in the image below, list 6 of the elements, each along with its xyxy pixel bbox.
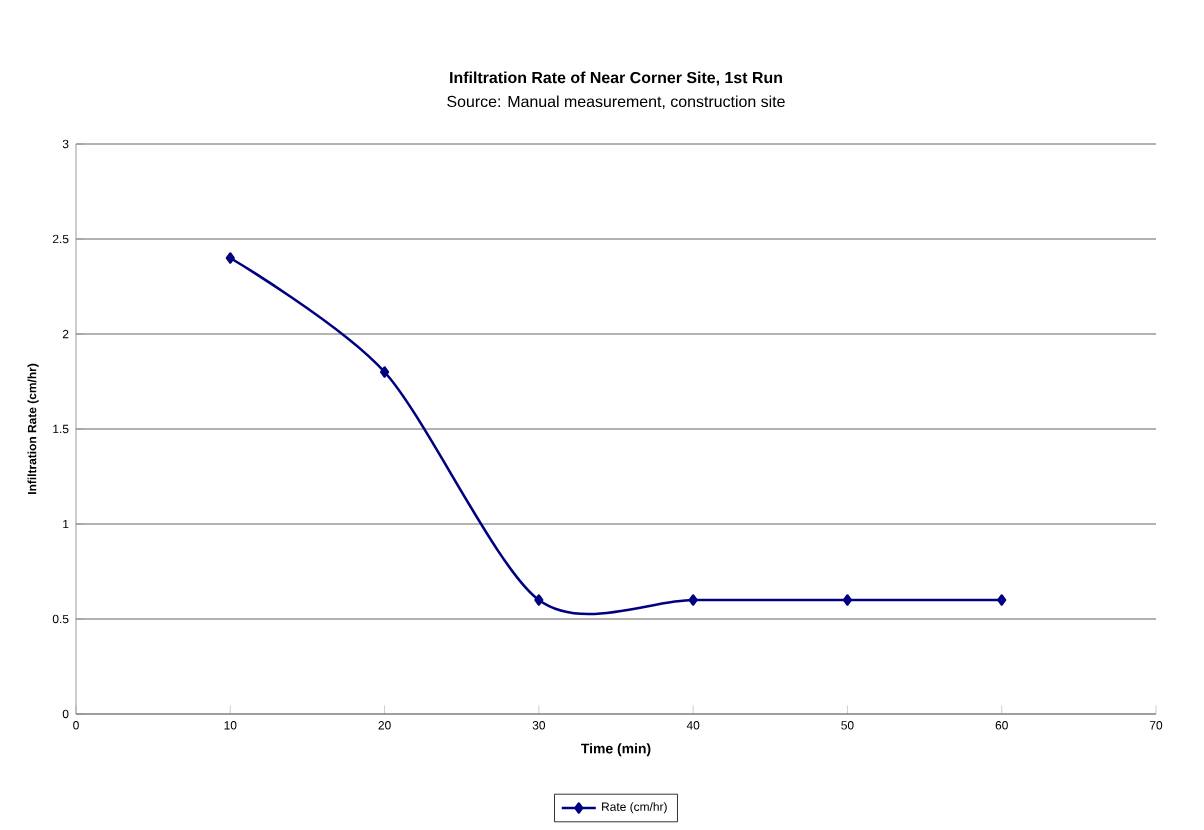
point [688,594,698,606]
point [534,594,544,606]
point [225,252,235,264]
point [997,594,1007,606]
point [379,366,390,378]
point [842,594,853,606]
